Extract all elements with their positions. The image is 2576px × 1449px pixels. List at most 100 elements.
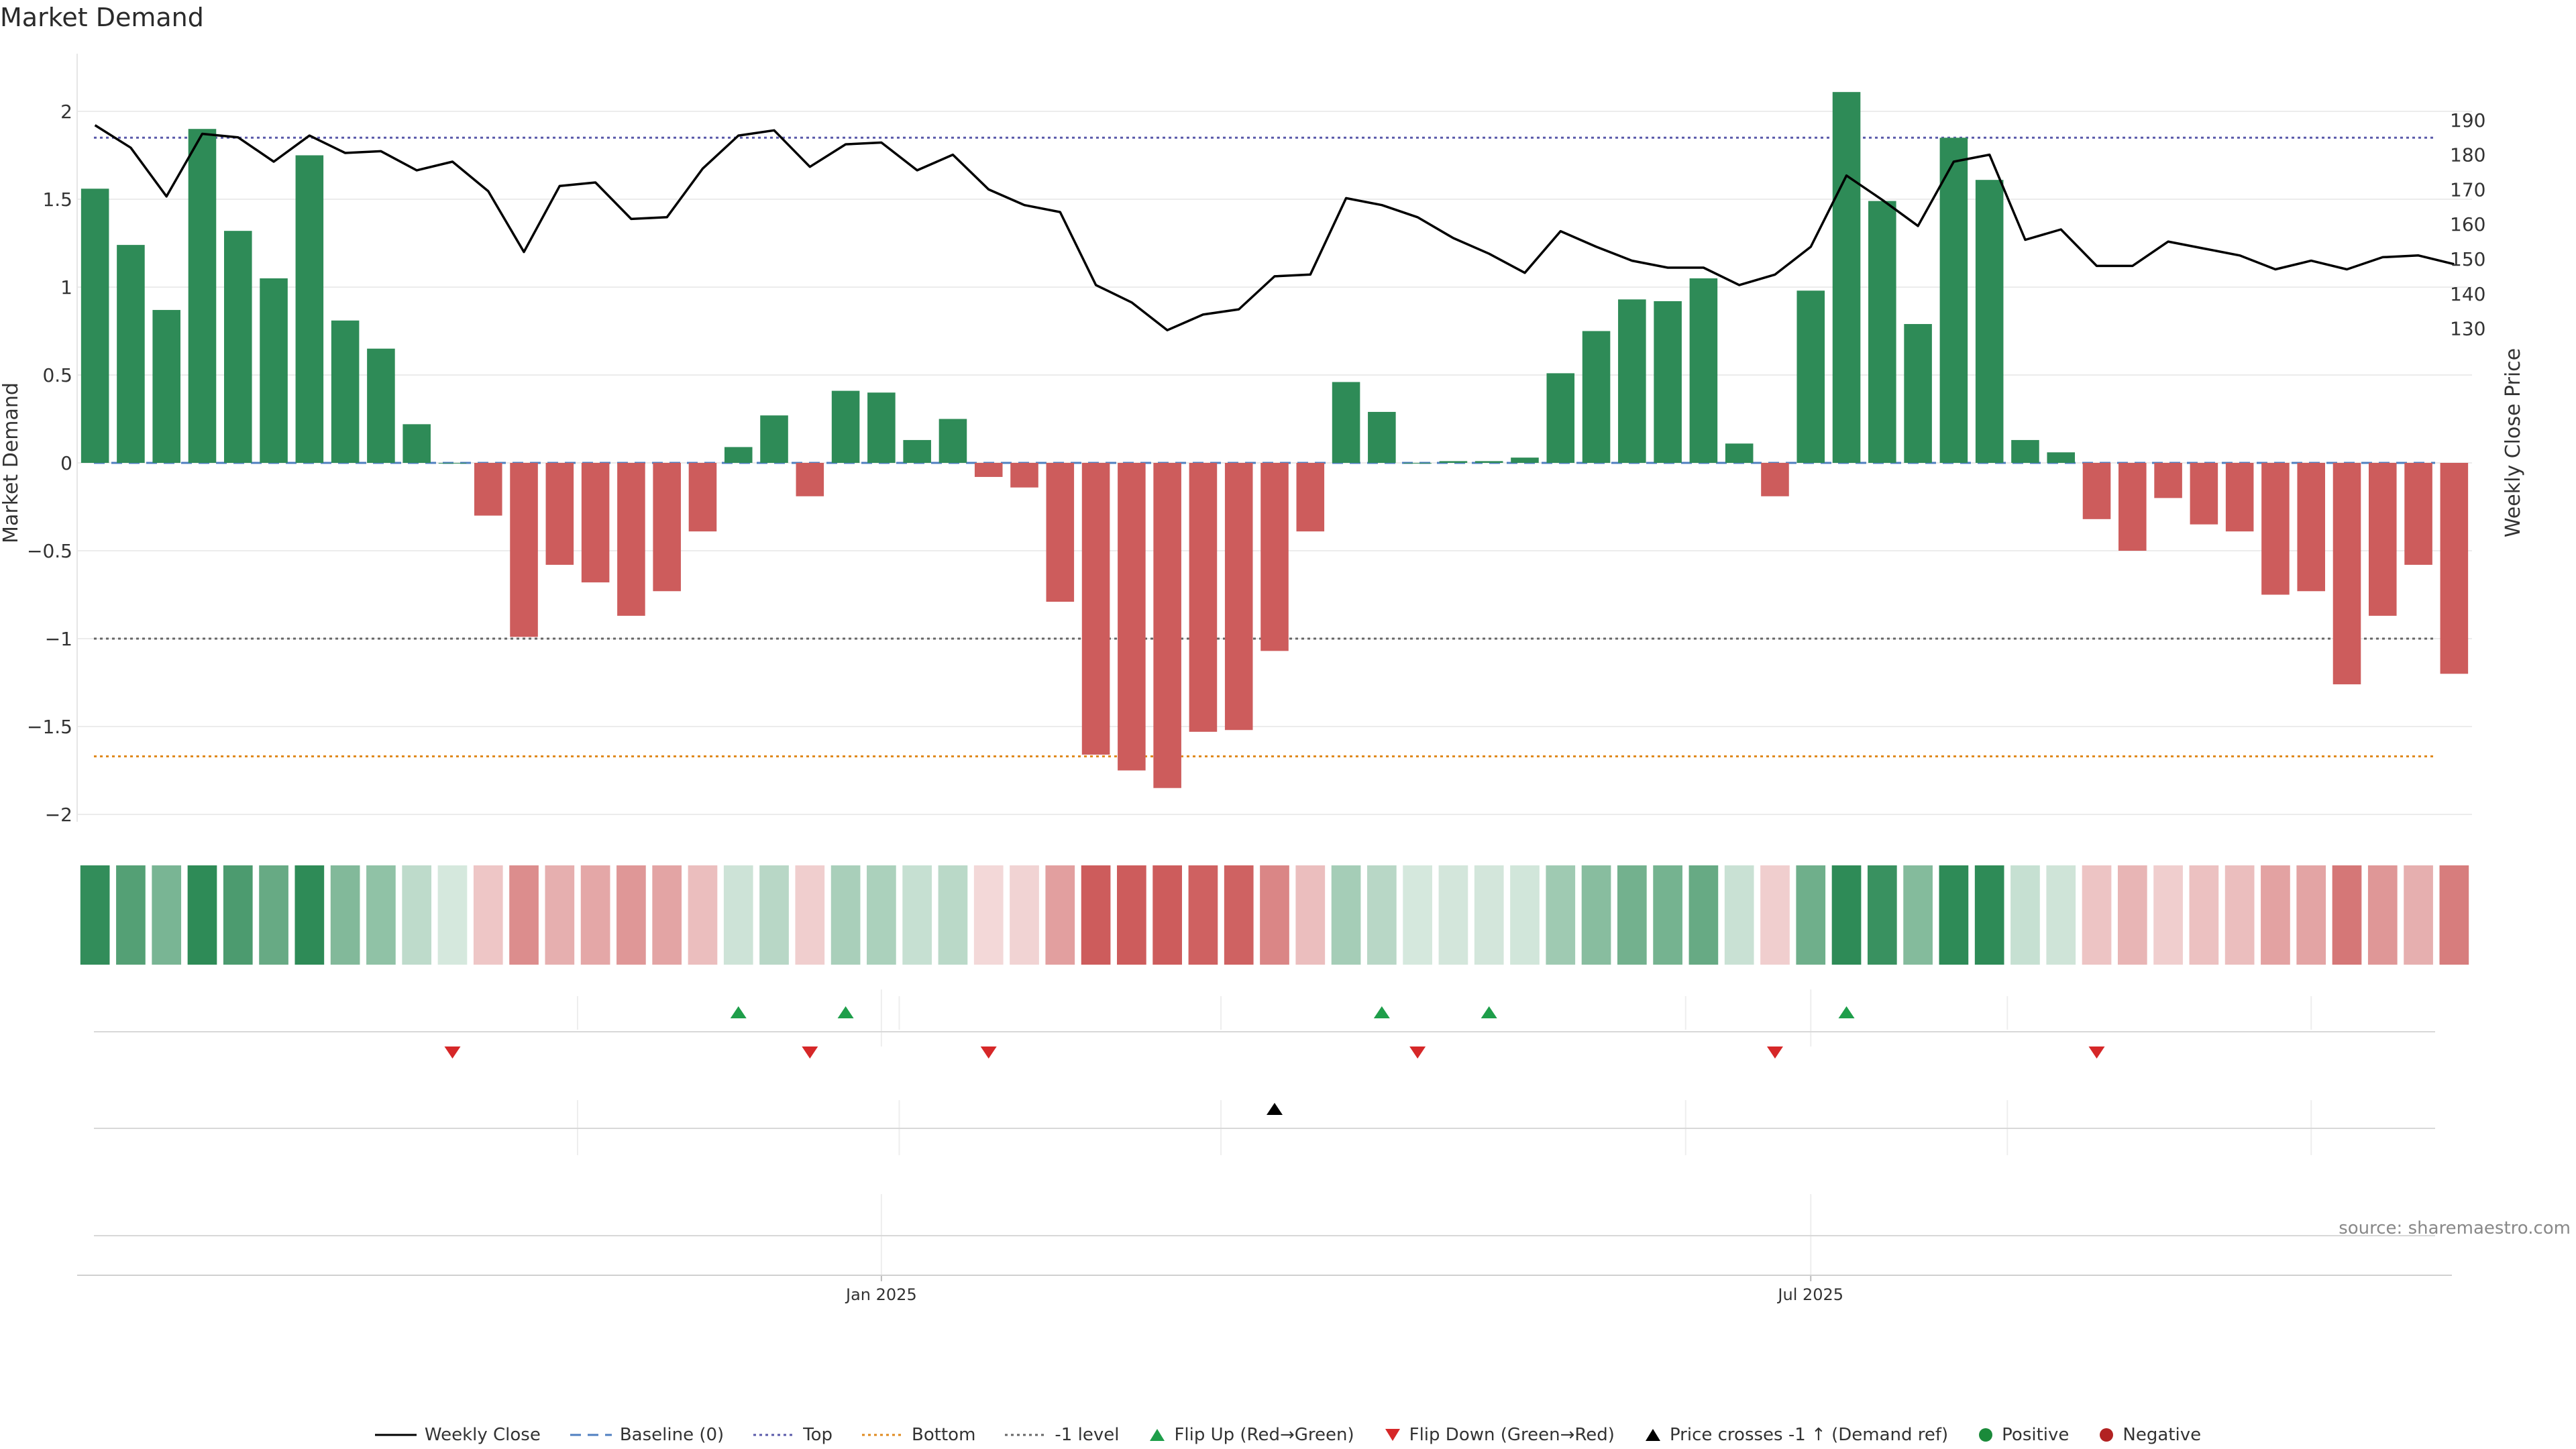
event-markers [77,989,2452,1276]
legend-label: Negative [2123,1425,2202,1445]
heat-cell [830,865,861,965]
y-tick-label: 1.5 [42,189,72,211]
y2-axis-label: Weekly Close Price [2502,348,2525,537]
demand-bar [1511,458,1539,463]
legend-label: Flip Down (Green→Red) [1409,1425,1615,1445]
y2-tick-label: 140 [2450,283,2485,305]
heat-cell [2367,865,2398,965]
demand-bar [867,392,896,463]
demand-bar [1761,463,1789,496]
demand-bar [367,348,395,463]
legend-weekly-close: Weekly Close [374,1425,541,1445]
demand-bar [1118,463,1146,771]
demand-bar [545,463,574,565]
dotted-line-icon [862,1434,904,1436]
heat-cell [1796,865,1826,965]
demand-bar [581,463,610,583]
heat-cell [1867,865,1897,965]
demand-bar [1975,180,2004,463]
demand-bar [2369,463,2397,616]
demand-bar [688,463,717,532]
demand-bar [1939,138,1968,464]
flip-down-marker [1766,1046,1783,1059]
heat-cell [1188,865,1218,965]
heat-cell [1546,865,1576,965]
heat-cell [509,865,539,965]
demand-bar [796,463,824,496]
legend-label: Top [803,1425,833,1445]
demand-bar [653,463,681,592]
legend-flip-up: Flip Up (Red→Green) [1148,1425,1354,1445]
heat-cell [2296,865,2326,965]
demand-bar [295,155,324,463]
heat-cell [723,865,753,965]
heat-cell [294,865,325,965]
heat-cell [366,865,396,965]
legend-label: Bottom [912,1425,976,1445]
heat-cell [616,865,646,965]
legend-label: -1 level [1055,1425,1120,1445]
legend-negative: Negative [2098,1425,2201,1445]
weekly-close-line [94,124,2455,331]
heat-cell [1045,865,1075,965]
demand-bar [152,310,180,463]
y2-tick-label: 190 [2450,109,2485,131]
flip-down-marker [802,1046,818,1059]
heat-cell [1295,865,1326,965]
heat-cell [2153,865,2183,965]
heat-cell [1081,865,1111,965]
heat-cell [867,865,896,965]
triangle-up-icon [1150,1429,1165,1441]
legend-label: Weekly Close [424,1425,541,1445]
y-tick-label: 0 [60,452,72,474]
demand-bar [1081,463,1110,755]
source-credit: source: sharemaestro.com [2339,1218,2571,1238]
demand-bar [1796,290,1825,463]
heat-cell [1117,865,1146,965]
legend-flip-down: Flip Down (Green→Red) [1384,1425,1615,1445]
demand-bar [1582,331,1611,463]
solid-line-icon [374,1434,417,1436]
x-tick-label: Jul 2025 [1776,1285,1843,1304]
demand-bar [1260,463,1289,651]
demand-bar [1689,278,1718,463]
heat-cell [2261,865,2290,965]
heat-cell [152,865,182,965]
demand-bar [1189,463,1218,732]
legend-price-cross: Price crosses -1 ↑ (Demand ref) [1644,1425,1948,1445]
price-line-layer [94,124,2455,331]
demand-bar [510,463,538,637]
x-tick-label: Jan 2025 [845,1285,917,1304]
demand-bar [1332,382,1360,463]
demand-bar [831,390,860,463]
heat-cell [2082,865,2112,965]
heat-cell [1224,865,1254,965]
y2-tick-label: 170 [2450,178,2485,201]
heat-cell [2046,865,2076,965]
heat-cell [1831,865,1862,965]
demand-heat-strip [80,865,2469,965]
demand-bar [1153,463,1181,788]
y-tick-label: 0.5 [42,364,72,386]
heat-cell [795,865,825,965]
heat-cell [1260,865,1289,965]
demand-bar [223,231,252,463]
heat-cell [2010,865,2040,965]
y-tick-label: 2 [60,101,72,123]
demand-bar [1046,463,1075,602]
heat-cell [1939,865,1969,965]
demand-bar [760,415,788,463]
heat-cell [973,865,1004,965]
demand-bar [1868,201,1896,463]
heat-cell [1903,865,1933,965]
heat-cell [1367,865,1397,965]
demand-bar [474,463,502,516]
demand-bar [331,320,360,463]
heat-cell [759,865,789,965]
heat-cell [2404,865,2433,965]
axes: 2 1.5 1 0.5 0 −0.5 −1 −1.5 −2 190 180 170 160 150 140 1… [27,54,2485,1304]
legend: Weekly Close Baseline (0) Top Bottom -1 … [0,1425,2576,1445]
heat-cell [1474,865,1504,965]
heat-cell [1010,865,1039,965]
level-lines [94,136,2435,758]
